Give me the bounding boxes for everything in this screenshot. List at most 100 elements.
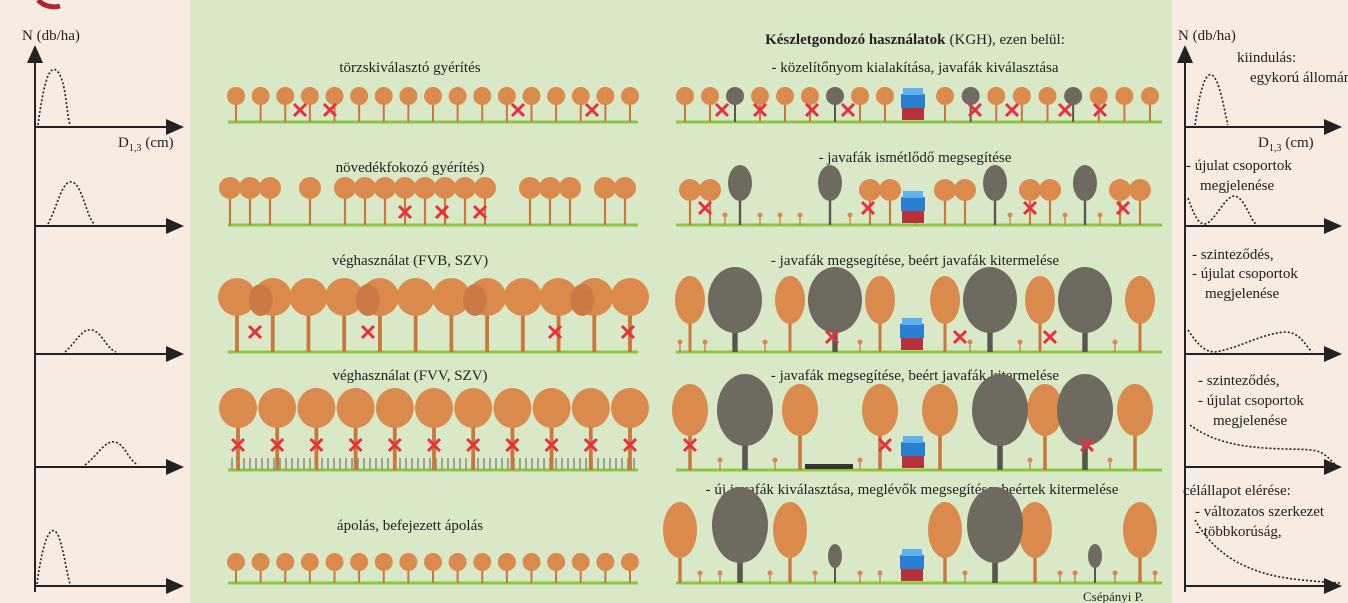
treatment-label: növedékfokozó gyérítés) (336, 160, 485, 176)
crown (962, 87, 980, 105)
crown (523, 553, 541, 571)
sapling (1028, 458, 1033, 463)
crown (614, 177, 636, 199)
note: - szinteződés, (1192, 247, 1274, 263)
crown (876, 87, 894, 105)
note: kiindulás: (1237, 50, 1296, 66)
crown (862, 384, 898, 436)
crown (473, 553, 491, 571)
x-axis-symbol: D (118, 135, 129, 151)
sapling (798, 213, 803, 218)
crown (717, 374, 773, 446)
crown (621, 87, 639, 105)
crown (1088, 544, 1102, 568)
crown (954, 179, 976, 201)
x-axis-symbol: D (1258, 135, 1269, 151)
crown (301, 553, 319, 571)
crown (276, 87, 294, 105)
crown (782, 384, 818, 436)
crown (227, 87, 245, 105)
crown (498, 87, 516, 105)
sapling (878, 571, 883, 576)
crown (963, 267, 1017, 333)
crown (523, 87, 541, 105)
crown (474, 177, 496, 199)
crown (676, 87, 694, 105)
crown (712, 487, 768, 563)
kgh-step: - javafák ismétlődő megsegítése (819, 150, 1012, 166)
crown (675, 276, 705, 324)
crown (1057, 374, 1113, 446)
sapling (1063, 213, 1068, 218)
sapling (848, 213, 853, 218)
crown (596, 87, 614, 105)
crown-overlap (570, 284, 594, 316)
crown (1018, 502, 1052, 558)
crown (299, 177, 321, 199)
crown (1141, 87, 1159, 105)
crown (672, 384, 708, 436)
note: - szinteződés, (1198, 373, 1280, 389)
treatment-label: véghasználat (FVB, SZV) (332, 253, 488, 269)
tractor (902, 108, 924, 120)
crown (374, 177, 396, 199)
crown (1123, 502, 1157, 558)
crown (865, 276, 895, 324)
crown (399, 87, 417, 105)
crown (424, 87, 442, 105)
crown (1073, 165, 1097, 201)
kgh-step: - javafák megsegítése, beért javafák kit… (771, 253, 1060, 269)
sapling (678, 340, 683, 345)
tractor (903, 191, 923, 198)
crown (354, 177, 376, 199)
note: megjelenése (1200, 178, 1274, 194)
sapling (858, 458, 863, 463)
kgh-step: - új javafák kiválasztása, meglévők megs… (706, 482, 1119, 498)
sapling (1098, 213, 1103, 218)
tractor (902, 456, 924, 468)
crown (1025, 276, 1055, 324)
sapling (703, 340, 708, 345)
sapling (963, 571, 968, 576)
crown (519, 177, 541, 199)
crown (375, 553, 393, 571)
tractor (903, 436, 923, 443)
note: - újulat csoportok (1192, 266, 1298, 282)
crown (967, 487, 1023, 563)
crown (708, 267, 762, 333)
crown (533, 388, 571, 428)
crown (473, 87, 491, 105)
y-axis-label: N (db/ha) (22, 28, 80, 44)
crown (493, 388, 531, 428)
treatment-label: véghasználat (FVV, SZV) (332, 368, 487, 384)
sapling (763, 340, 768, 345)
crown (594, 177, 616, 199)
crown (1064, 87, 1082, 105)
crown (611, 388, 649, 428)
sapling (1153, 571, 1158, 576)
crown (539, 177, 561, 199)
crown (1019, 179, 1041, 201)
crown (1115, 87, 1133, 105)
crown-overlap (249, 284, 273, 316)
crown (334, 177, 356, 199)
figure: N (db/ha) D1,3(cm) N (db/ha) D1,3(cm) ki… (0, 0, 1348, 603)
crown (934, 179, 956, 201)
crown (1109, 179, 1131, 201)
crown (376, 388, 414, 428)
sapling (778, 213, 783, 218)
crown (726, 87, 744, 105)
crown (449, 553, 467, 571)
sapling (1073, 571, 1078, 576)
note: célállapot elérése: (1183, 483, 1291, 499)
crown (751, 87, 769, 105)
crown (699, 179, 721, 201)
crown (394, 177, 416, 199)
sapling (1113, 340, 1118, 345)
crown (801, 87, 819, 105)
crown (350, 87, 368, 105)
crown (289, 278, 327, 316)
x-axis-subscript: 1,3 (129, 143, 142, 154)
crown (930, 276, 960, 324)
note: megjelenése (1213, 413, 1287, 429)
